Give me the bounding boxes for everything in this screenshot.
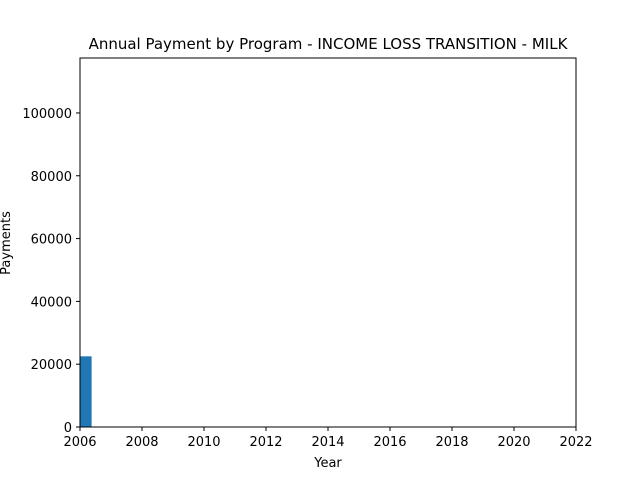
y-tick-label: 100000 (22, 107, 72, 122)
y-axis-label: Payments (0, 211, 14, 275)
x-tick-label: 2010 (187, 435, 220, 450)
x-tick-label: 2012 (249, 435, 282, 450)
y-tick-label: 40000 (31, 295, 72, 310)
x-tick-label: 2008 (125, 435, 158, 450)
x-axis-ticks: 2006 2008 2010 2012 2014 2016 2018 2020 2022 (63, 427, 593, 450)
x-axis-label: Year (313, 456, 342, 471)
x-tick-label: 2020 (497, 435, 530, 450)
plot-frame (79, 57, 577, 428)
x-tick-label: 2018 (435, 435, 468, 450)
y-tick-label: 20000 (31, 358, 72, 373)
chart-title: Annual Payment by Program - INCOME LOSS … (89, 35, 569, 53)
x-tick-label: 2016 (373, 435, 406, 450)
x-tick-label: 2022 (559, 435, 592, 450)
bars-group (80, 356, 92, 427)
y-axis-ticks: 0 20000 40000 60000 80000 100000 (22, 107, 80, 436)
x-tick-label: 2006 (63, 435, 96, 450)
y-tick-label: 80000 (31, 170, 72, 185)
x-tick-label: 2014 (311, 435, 344, 450)
y-tick-label: 0 (64, 421, 72, 436)
bar-0 (80, 356, 92, 427)
y-tick-label: 60000 (31, 233, 72, 248)
